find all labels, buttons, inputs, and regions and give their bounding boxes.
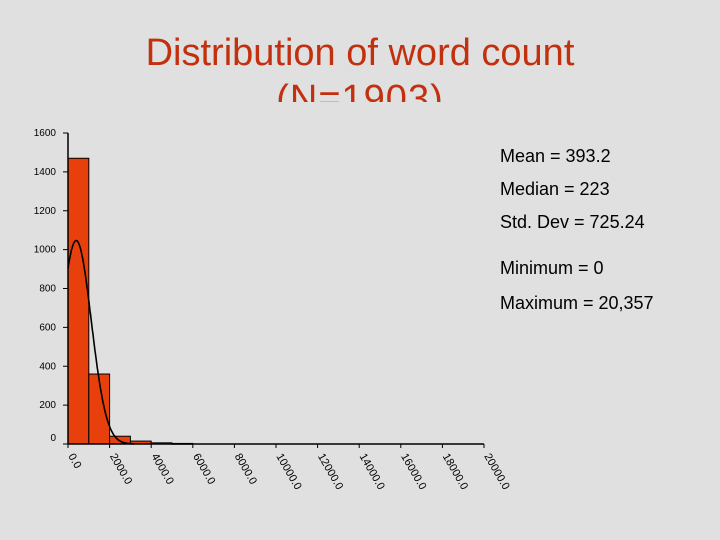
histogram-bars bbox=[67, 157, 194, 445]
chart-title: Distribution of word count (N=1903) bbox=[0, 30, 720, 102]
x-tick-label: 18000.0 bbox=[440, 452, 470, 492]
y-tick-label: 400 bbox=[39, 361, 56, 372]
title-line-1: Distribution of word count bbox=[145, 32, 575, 74]
y-tick-label: 800 bbox=[39, 284, 56, 295]
x-tick-label: 8000.0 bbox=[232, 452, 259, 487]
y-tick-label: 200 bbox=[39, 400, 56, 411]
x-tick-label: 0.0 bbox=[65, 452, 83, 471]
y-tick-label: 1600 bbox=[34, 128, 57, 139]
stat-std-dev: Std. Dev = 725.24 bbox=[500, 212, 645, 232]
y-tick-label: 1200 bbox=[34, 206, 57, 217]
normal-curve bbox=[67, 239, 135, 445]
x-tick-label: 16000.0 bbox=[398, 452, 428, 492]
stat-median: Median = 223 bbox=[500, 179, 610, 199]
histogram-bar-0 bbox=[67, 157, 90, 445]
x-ticks: 0.0 2000.0 4000.0 6000.0 8000.0 10000.0 12000.… bbox=[65, 444, 512, 492]
x-tick-label: 2000.0 bbox=[107, 452, 134, 487]
x-tick-label: 4000.0 bbox=[149, 452, 176, 487]
y-tick-label: 1000 bbox=[34, 245, 57, 256]
y-tick-label: 1400 bbox=[34, 167, 57, 178]
y-tick-label: 600 bbox=[39, 322, 56, 333]
title-line-2: (N=1903) bbox=[276, 78, 444, 102]
y-tick-label: 0 bbox=[50, 433, 56, 444]
x-tick-label: 12000.0 bbox=[315, 452, 345, 492]
x-tick-label: 6000.0 bbox=[190, 452, 217, 487]
x-tick-label: 10000.0 bbox=[273, 452, 303, 492]
x-tick-label: 20000.0 bbox=[481, 452, 511, 492]
stat-maximum: Maximum = 20,357 bbox=[500, 293, 654, 313]
stat-minimum: Minimum = 0 bbox=[500, 258, 604, 278]
y-ticks: 0 200 400 600 800 1000 1200 1400 1600 bbox=[34, 128, 68, 445]
x-tick-label: 14000.0 bbox=[357, 452, 387, 492]
stat-mean: Mean = 393.2 bbox=[500, 146, 611, 166]
